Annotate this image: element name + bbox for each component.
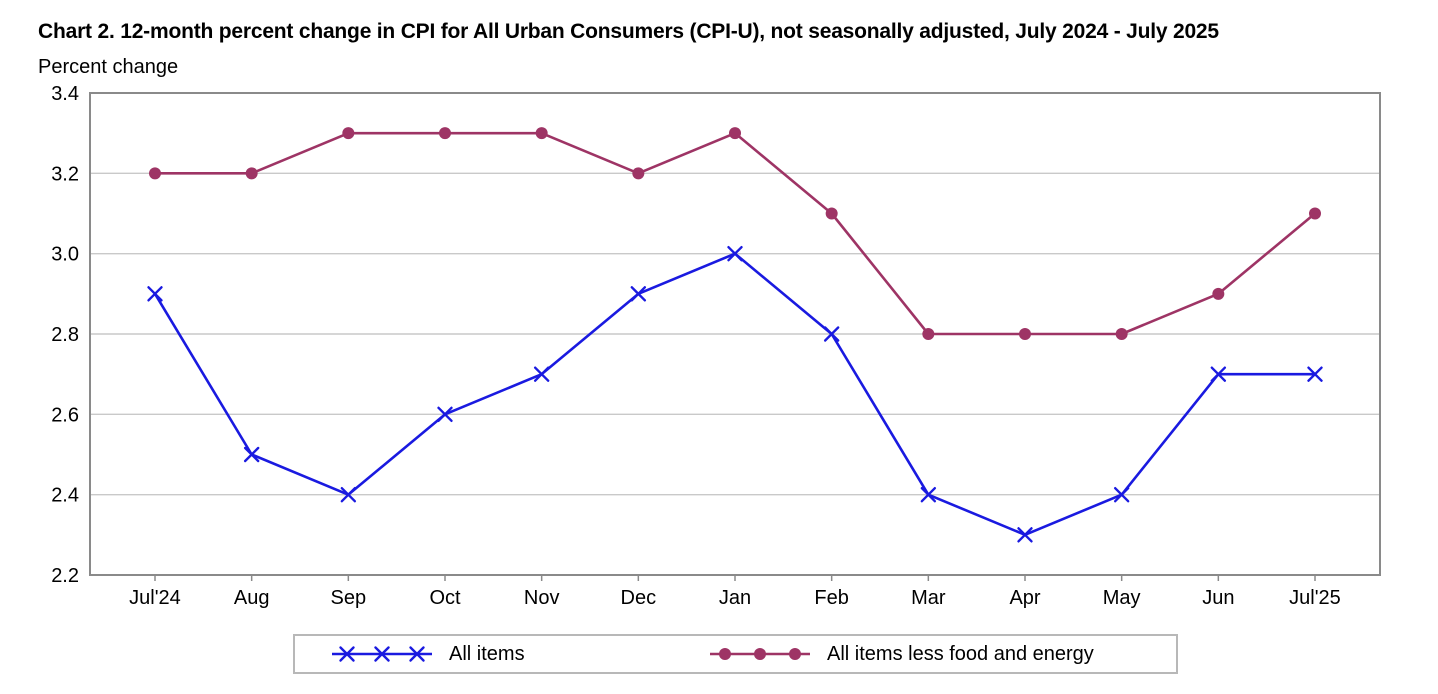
y-axis-unit-label: Percent change [38,56,179,78]
x-tick-label: Feb [814,587,848,609]
x-tick-label: Dec [621,587,657,609]
x-tick-label: Jul'25 [1289,587,1341,609]
series-line [153,252,1315,537]
marker-circle [439,127,451,140]
legend-entry-core: All items less food and energy [709,636,1094,672]
marker-x [340,486,357,503]
marker-circle [1019,328,1031,340]
chart-legend: All items All items less food and energy [293,634,1178,674]
y-tick-label: 3.0 [51,244,79,266]
legend-label-all-items: All items [449,642,525,665]
marker-circle [149,167,161,180]
marker-x [147,286,163,302]
x-tick-label: Jan [719,587,751,609]
marker-circle [754,648,766,660]
marker-x [1307,366,1323,382]
marker-circle [1212,287,1225,300]
marker-circle [1115,328,1128,340]
legend-label-core: All items less food and energy [827,642,1094,665]
marker-circle [825,207,838,220]
chart-title: Chart 2. 12-month percent change in CPI … [38,20,1219,43]
marker-x [374,646,390,662]
marker-x [1113,486,1130,503]
y-tick-label: 2.6 [51,404,79,426]
x-tick-label: May [1103,587,1141,609]
legend-entry-all-items: All items [331,636,525,672]
legend-sample-core [710,648,810,660]
marker-circle [1309,207,1321,220]
x-tick-label: Oct [429,587,461,609]
y-tick-label: 3.4 [51,83,79,105]
marker-x [1210,366,1227,382]
marker-circle [729,127,741,140]
marker-x [1017,527,1033,543]
x-tick-label: Apr [1009,587,1040,609]
marker-circle [245,167,258,180]
x-tick-label: Jun [1202,587,1234,609]
series-line [155,131,1316,336]
x-tick-label: Aug [234,587,270,609]
marker-x [409,646,425,662]
marker-circle [535,127,548,140]
marker-circle [342,127,355,140]
marker-x [920,486,937,503]
x-tick-label: Mar [911,587,946,609]
x-tick-label: Jul'24 [129,587,181,609]
y-tick-label: 2.2 [51,565,79,587]
x-tick-label: Nov [524,587,560,609]
x-tick-label: Sep [331,587,367,609]
legend-sample-all-items [332,646,432,662]
chart-canvas: 2.2 2.4 2.6 2.8 3.0 3.2 3.4 Jul'24 Aug Sep Oct Nov D… [51,83,1381,609]
marker-x [339,646,355,662]
y-tick-label: 2.8 [51,324,79,346]
marker-circle [632,167,645,180]
marker-x [823,326,840,342]
marker-x [243,446,260,463]
marker-circle [922,328,935,340]
y-tick-label: 3.2 [51,163,79,185]
marker-circle [789,648,801,660]
marker-x [533,366,550,382]
marker-circle [719,648,731,660]
y-tick-label: 2.4 [51,485,79,507]
marker-x [437,406,453,423]
marker-x [727,245,743,262]
marker-x [630,286,647,302]
